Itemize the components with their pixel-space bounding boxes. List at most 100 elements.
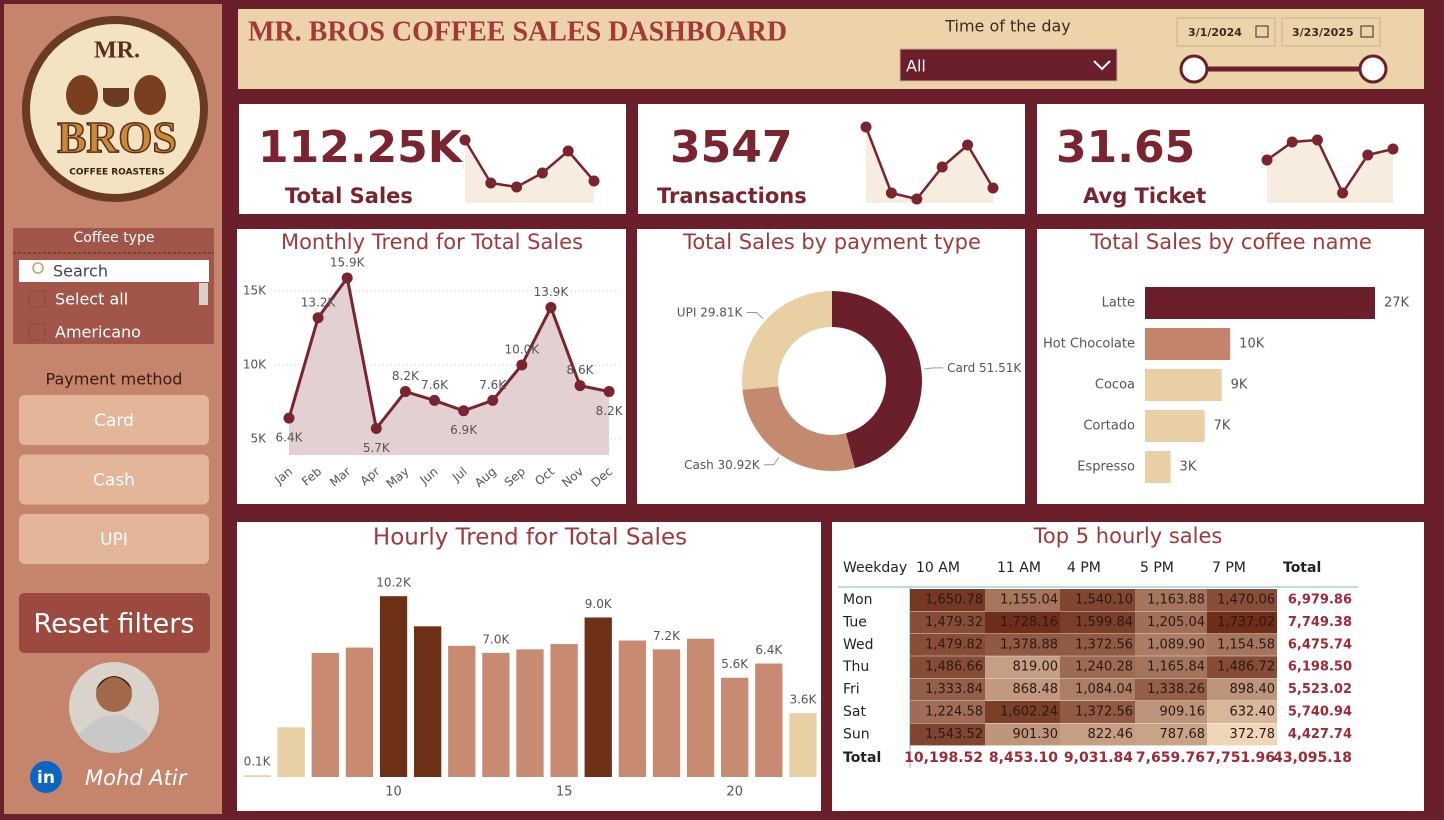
date-start-box[interactable] bbox=[1176, 17, 1276, 47]
row-header: Thu bbox=[842, 659, 869, 675]
data-label: 10.0K bbox=[505, 343, 541, 357]
cell: 1,470.06 bbox=[1217, 593, 1275, 608]
data-label: 3.6K bbox=[789, 693, 817, 707]
slice-label: Cash 30.92K bbox=[684, 457, 761, 471]
payment-button[interactable] bbox=[19, 395, 209, 445]
checkbox[interactable] bbox=[28, 323, 46, 341]
bar bbox=[550, 644, 578, 777]
row-total: 5,523.02 bbox=[1288, 682, 1352, 697]
point bbox=[458, 405, 470, 417]
kpi-label: Transactions bbox=[657, 184, 807, 208]
cell: 1,486.72 bbox=[1217, 660, 1275, 675]
cell: 1,163.88 bbox=[1147, 593, 1205, 608]
bar bbox=[755, 663, 783, 777]
logo-bean bbox=[134, 75, 166, 115]
heat-cell bbox=[1060, 656, 1135, 679]
data-label: 6.9K bbox=[450, 423, 478, 437]
heat-cell bbox=[985, 678, 1060, 701]
heat-cell bbox=[1060, 701, 1135, 723]
area bbox=[289, 277, 610, 455]
slice-name: UPI bbox=[677, 305, 697, 319]
category-label: Latte bbox=[1102, 296, 1135, 311]
heat-cell bbox=[910, 656, 985, 679]
leader-line bbox=[763, 457, 780, 466]
cell: 1,602.24 bbox=[1000, 705, 1058, 720]
spark-point bbox=[1362, 149, 1374, 161]
data-label: 9.0K bbox=[585, 597, 613, 611]
bar bbox=[1145, 369, 1222, 401]
column-header: 4 PM bbox=[1067, 560, 1101, 576]
logo-top: MR. bbox=[94, 38, 140, 64]
cell: 1,240.28 bbox=[1075, 660, 1133, 675]
spark-point bbox=[885, 187, 897, 199]
data-label: 0.1K bbox=[244, 755, 272, 769]
spark-area bbox=[465, 140, 594, 203]
chart-title: Hourly Trend for Total Sales bbox=[373, 525, 687, 551]
data-label: 7.2K bbox=[653, 629, 681, 643]
point bbox=[429, 394, 440, 406]
cell: 1,089.90 bbox=[1147, 637, 1205, 652]
checkbox[interactable] bbox=[28, 290, 46, 308]
data-label: 7.0K bbox=[482, 632, 510, 646]
bar bbox=[1145, 287, 1375, 319]
cell: 1,737.02 bbox=[1217, 615, 1275, 630]
spark-point bbox=[459, 134, 471, 146]
point bbox=[545, 301, 557, 313]
bar bbox=[243, 775, 271, 777]
point bbox=[370, 422, 382, 434]
spark-point bbox=[511, 181, 523, 193]
cell: 372.78 bbox=[1230, 727, 1276, 742]
time-dropdown[interactable] bbox=[899, 48, 1118, 82]
point bbox=[283, 412, 295, 424]
slider-handle[interactable] bbox=[1358, 54, 1388, 84]
donut-slice bbox=[742, 291, 832, 390]
scrollbar bbox=[199, 283, 208, 305]
point bbox=[399, 386, 411, 398]
total-cell: 7,751.96 bbox=[1206, 750, 1275, 766]
slice-label: UPI 29.81K bbox=[677, 305, 744, 319]
data-label: 3K bbox=[1180, 460, 1197, 475]
heat-cell bbox=[1135, 611, 1207, 634]
linkedin-icon[interactable] bbox=[30, 761, 62, 793]
date-end-box[interactable] bbox=[1281, 17, 1381, 47]
heat-cell bbox=[910, 723, 985, 746]
bar bbox=[1145, 451, 1171, 483]
cell: 1,333.84 bbox=[925, 682, 983, 697]
chart-title: Total Sales by payment type bbox=[682, 230, 981, 254]
row-header: Wed bbox=[843, 637, 874, 653]
slider-handle[interactable] bbox=[1179, 54, 1209, 84]
cell: 819.00 bbox=[1013, 660, 1059, 675]
data-label: 7.6K bbox=[421, 378, 449, 392]
spark-point bbox=[1286, 136, 1298, 148]
bar bbox=[789, 713, 817, 777]
payment-button[interactable] bbox=[19, 454, 209, 505]
point bbox=[574, 380, 586, 392]
column-header: Total bbox=[1283, 560, 1321, 576]
spark-area bbox=[866, 127, 993, 203]
spark-line bbox=[463, 139, 595, 189]
column-header: 11 AM bbox=[997, 560, 1041, 576]
search-box[interactable] bbox=[19, 260, 209, 282]
total-cell: 10,198.52 bbox=[904, 750, 983, 766]
cell: 1,155.04 bbox=[1000, 593, 1058, 608]
payment-label: UPI bbox=[100, 530, 128, 550]
avatar-hair bbox=[96, 676, 132, 690]
cell: 1,372.56 bbox=[1075, 637, 1133, 652]
point bbox=[341, 272, 353, 284]
author-name: Mohd Atir bbox=[85, 766, 188, 790]
point bbox=[603, 386, 615, 398]
chart-title: Total Sales by coffee name bbox=[1089, 230, 1372, 254]
heat-cell bbox=[1207, 701, 1277, 723]
kpi-value: 3547 bbox=[670, 122, 792, 173]
payment-button[interactable] bbox=[19, 514, 209, 564]
spark-point bbox=[911, 193, 923, 205]
payment-buttons: Card Cash UPI bbox=[19, 395, 209, 564]
heat-cell bbox=[1135, 678, 1207, 701]
cell: 901.30 bbox=[1013, 727, 1059, 742]
column-header: 5 PM bbox=[1140, 560, 1174, 576]
slice-name: Card bbox=[947, 360, 975, 374]
row-header: Fri bbox=[843, 682, 860, 698]
reset-button[interactable] bbox=[19, 593, 210, 653]
avatar-face bbox=[96, 676, 132, 712]
heat-cell bbox=[1135, 656, 1207, 679]
